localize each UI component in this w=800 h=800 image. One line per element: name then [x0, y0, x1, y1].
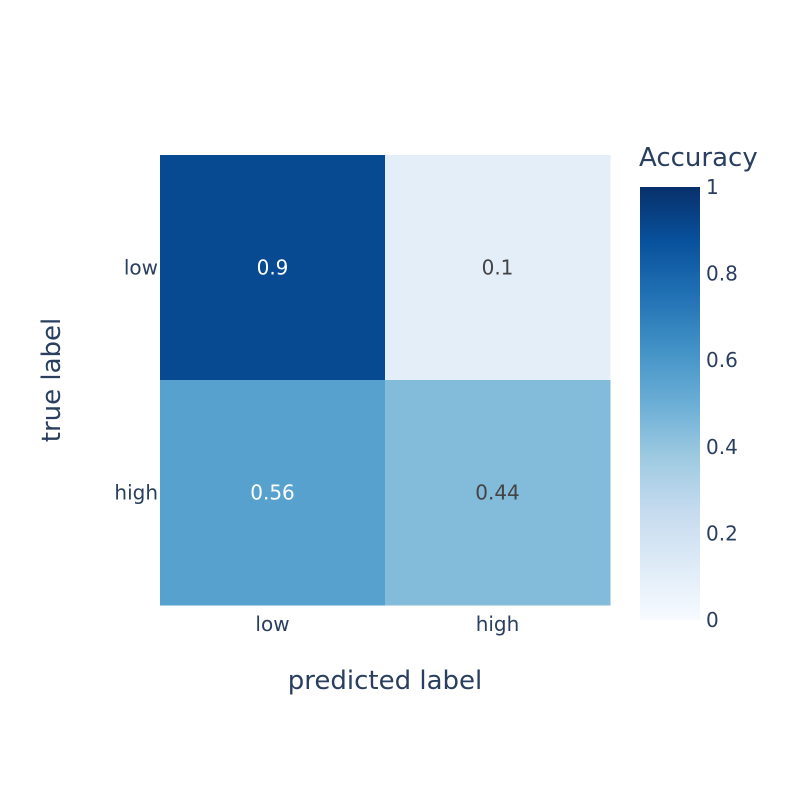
colorbar-tick-label: 0 — [706, 608, 719, 632]
colorbar-gradient — [640, 187, 700, 620]
cell-value-labels: 0.9 0.1 0.56 0.44 — [250, 256, 520, 505]
colorbar-ticks: 0 0.2 0.4 0.6 0.8 1 — [706, 175, 738, 632]
cell-value-label: 0.56 — [250, 481, 295, 505]
heatmap-cell — [160, 380, 386, 606]
heatmap-cell — [385, 155, 611, 381]
y-tick-label: low — [124, 256, 158, 280]
x-tick-label: low — [255, 612, 289, 636]
y-axis-title: true label — [37, 318, 67, 443]
y-axis-ticks: low high — [114, 256, 158, 505]
colorbar-tick-label: 0.4 — [706, 435, 738, 459]
colorbar-tick-label: 0.2 — [706, 521, 738, 545]
x-tick-label: high — [476, 612, 520, 636]
colorbar-tick-label: 0.8 — [706, 262, 738, 286]
colorbar-tick-label: 0.6 — [706, 348, 738, 372]
cell-value-label: 0.1 — [482, 256, 514, 280]
colorbar-tick-label: 1 — [706, 175, 719, 199]
heatmap-cell — [385, 380, 611, 606]
y-tick-label: high — [114, 481, 158, 505]
colorbar-title: Accuracy — [639, 143, 758, 173]
x-axis-title: predicted label — [288, 666, 482, 696]
colorbar: Accuracy 0 0.2 0.4 0.6 0.8 1 — [639, 143, 758, 632]
heatmap-cells — [160, 155, 611, 606]
cell-value-label: 0.9 — [257, 256, 289, 280]
cell-value-label: 0.44 — [475, 481, 520, 505]
x-axis-ticks: low high — [255, 612, 519, 636]
heatmap-cell — [160, 155, 386, 381]
